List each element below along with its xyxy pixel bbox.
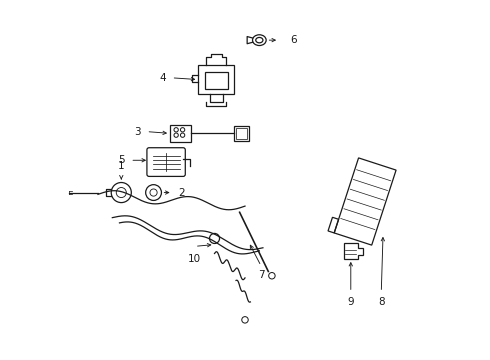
Text: 1: 1 — [118, 161, 124, 171]
Text: 8: 8 — [378, 297, 385, 307]
Text: 7: 7 — [258, 270, 265, 280]
Text: 4: 4 — [159, 73, 166, 83]
Text: 5: 5 — [118, 155, 125, 165]
Bar — [198, 65, 234, 94]
Bar — [236, 128, 247, 139]
Bar — [170, 125, 191, 142]
Text: 2: 2 — [179, 188, 185, 198]
Text: 9: 9 — [347, 297, 354, 307]
Bar — [205, 72, 228, 89]
Text: 3: 3 — [134, 127, 141, 136]
Text: 6: 6 — [290, 35, 296, 45]
Bar — [234, 126, 248, 140]
Bar — [334, 158, 396, 245]
Text: 10: 10 — [188, 253, 201, 264]
Bar — [328, 217, 339, 233]
